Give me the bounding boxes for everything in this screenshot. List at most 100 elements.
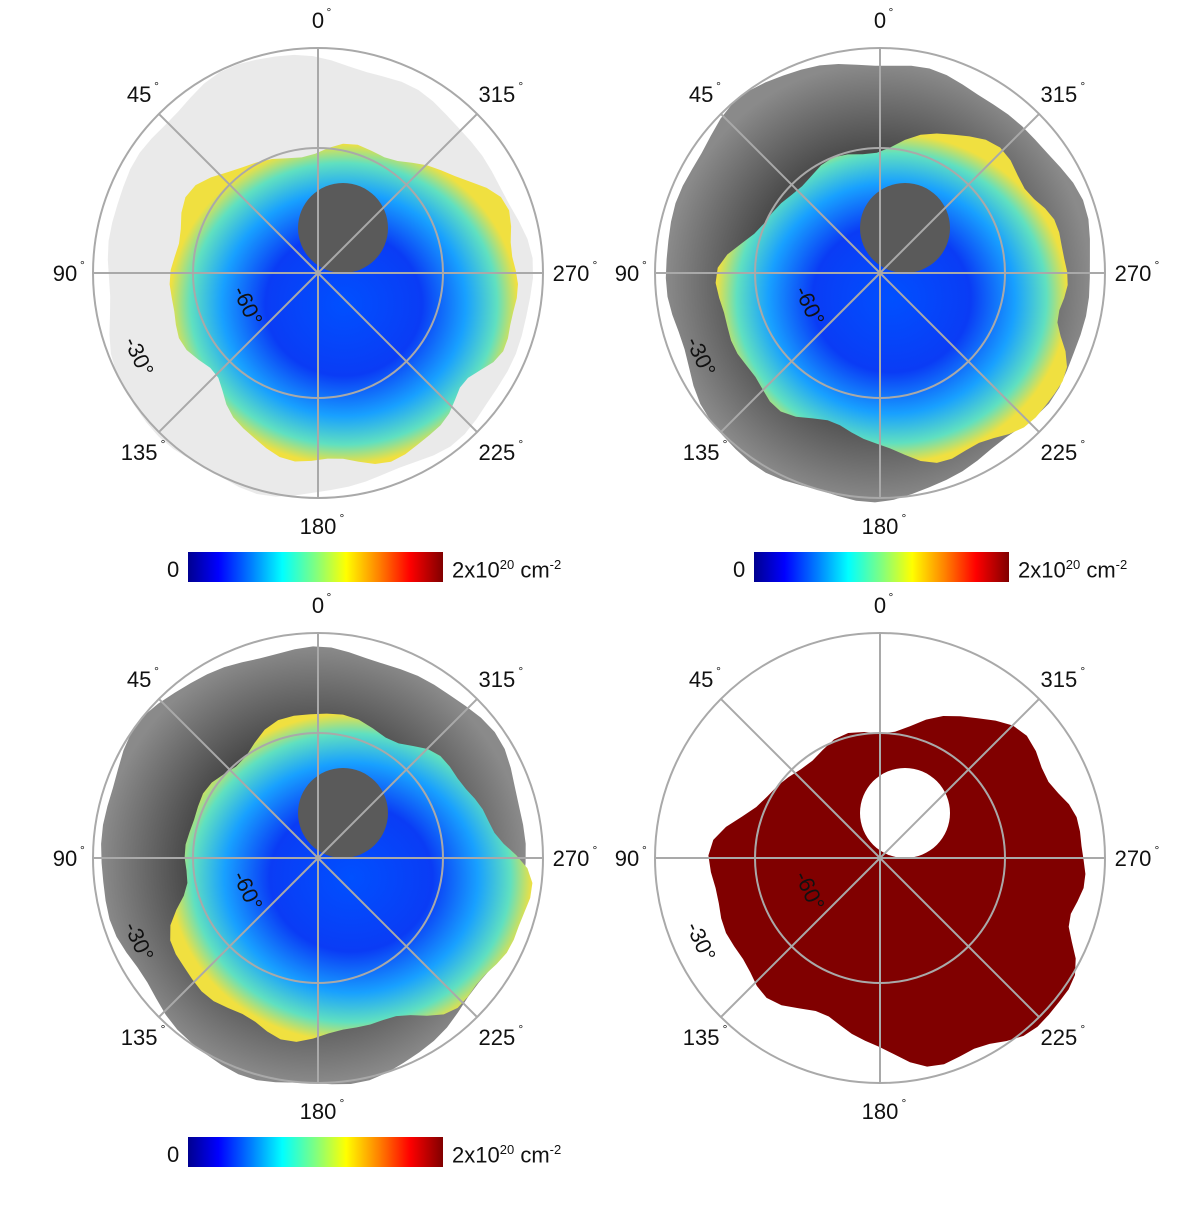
degree-mark: ° — [902, 1096, 907, 1110]
azimuth-label: 225 — [1041, 440, 1078, 465]
degree-mark: ° — [80, 258, 85, 272]
azimuth-label: 180 — [300, 514, 337, 539]
colorbar-max-label: 2x1020 cm-2 — [452, 1142, 562, 1168]
degree-mark: ° — [80, 843, 85, 857]
azimuth-label: 180 — [862, 514, 899, 539]
azimuth-label: 180 — [862, 1099, 899, 1124]
degree-mark: ° — [1080, 1022, 1085, 1036]
degree-mark: ° — [642, 258, 647, 272]
azimuth-label: 135 — [683, 1025, 720, 1050]
meridian-line — [317, 272, 478, 433]
degree-mark: ° — [327, 590, 332, 604]
azimuth-label: 45 — [689, 667, 713, 692]
meridian-line — [317, 698, 478, 859]
degree-mark: ° — [518, 437, 523, 451]
polar-panel-top-right: 0 °315 °270 °225 °180 °135 °90 °45 °-60°-30° — [615, 5, 1160, 539]
azimuth-label: 90 — [615, 261, 639, 286]
azimuth-label: 270 — [553, 261, 590, 286]
azimuth-label: 0 — [874, 8, 886, 33]
degree-mark: ° — [889, 5, 894, 19]
colorbar-min-label: 0 — [733, 557, 746, 582]
degree-mark: ° — [518, 1022, 523, 1036]
degree-mark: ° — [1155, 258, 1160, 272]
degree-mark: ° — [161, 437, 166, 451]
mask-hole — [860, 768, 950, 858]
azimuth-label: 225 — [479, 1025, 516, 1050]
azimuth-label: 225 — [1041, 1025, 1078, 1050]
degree-mark: ° — [340, 1096, 345, 1110]
column-density-region — [170, 713, 533, 1042]
degree-mark: ° — [716, 664, 721, 678]
central-hole — [298, 183, 388, 273]
meridian-line — [158, 272, 319, 433]
colorbar-min-label: 0 — [167, 1142, 180, 1167]
degree-mark: ° — [723, 437, 728, 451]
latitude-label: -30° — [681, 918, 721, 965]
azimuth-label: 135 — [683, 440, 720, 465]
azimuth-label: 135 — [121, 1025, 158, 1050]
meridian-line — [879, 113, 1040, 274]
degree-mark: ° — [154, 79, 159, 93]
degree-mark: ° — [642, 843, 647, 857]
azimuth-label: 270 — [553, 846, 590, 871]
azimuth-label: 270 — [1115, 846, 1152, 871]
column-density-region — [715, 133, 1068, 463]
azimuth-label: 90 — [615, 846, 639, 871]
degree-mark: ° — [1080, 79, 1085, 93]
meridian-line — [879, 857, 1040, 1018]
azimuth-label: 180 — [300, 1099, 337, 1124]
azimuth-label: 315 — [1041, 82, 1078, 107]
meridian-line — [317, 857, 478, 1018]
azimuth-label: 270 — [1115, 261, 1152, 286]
degree-mark: ° — [716, 79, 721, 93]
azimuth-label: 45 — [127, 82, 151, 107]
colorbar-max-label: 2x1020 cm-2 — [1018, 557, 1128, 583]
colorbar-gradient — [754, 552, 1009, 582]
colorbar-gradient — [188, 552, 443, 582]
central-hole — [860, 183, 950, 273]
degree-mark: ° — [1080, 437, 1085, 451]
azimuth-label: 315 — [1041, 667, 1078, 692]
degree-mark: ° — [593, 258, 598, 272]
meridian-line — [158, 857, 319, 1018]
azimuth-label: 315 — [479, 82, 516, 107]
meridian-line — [879, 698, 1040, 859]
polar-panel-top-left: 0 °315 °270 °225 °180 °135 °90 °45 °-60°-30° — [53, 5, 598, 539]
degree-mark: ° — [518, 79, 523, 93]
degree-mark: ° — [154, 664, 159, 678]
meridian-line — [720, 698, 881, 859]
meridian-line — [879, 272, 1040, 433]
azimuth-label: 135 — [121, 440, 158, 465]
central-hole — [298, 768, 388, 858]
degree-mark: ° — [1080, 664, 1085, 678]
polar-panel-bottom-right: 0 °315 °270 °225 °180 °135 °90 °45 °-60°-30° — [615, 590, 1160, 1124]
azimuth-label: 90 — [53, 846, 77, 871]
degree-mark: ° — [723, 1022, 728, 1036]
meridian-line — [720, 113, 881, 274]
azimuth-label: 45 — [127, 667, 151, 692]
degree-mark: ° — [161, 1022, 166, 1036]
degree-mark: ° — [889, 590, 894, 604]
mask-region — [708, 716, 1086, 1067]
degree-mark: ° — [340, 511, 345, 525]
azimuth-label: 225 — [479, 440, 516, 465]
meridian-line — [720, 857, 881, 1018]
azimuth-label: 315 — [479, 667, 516, 692]
degree-mark: ° — [1155, 843, 1160, 857]
azimuth-label: 45 — [689, 82, 713, 107]
colorbar-gradient — [188, 1137, 443, 1167]
azimuth-label: 0 — [874, 593, 886, 618]
degree-mark: ° — [518, 664, 523, 678]
meridian-line — [317, 113, 478, 274]
colorbar-min-label: 0 — [167, 557, 180, 582]
degree-mark: ° — [593, 843, 598, 857]
azimuth-label: 0 — [312, 593, 324, 618]
azimuth-label: 90 — [53, 261, 77, 286]
colorbar-max-label: 2x1020 cm-2 — [452, 557, 562, 583]
polar-panel-bottom-left: 0 °315 °270 °225 °180 °135 °90 °45 °-60°-30° — [53, 590, 598, 1124]
column-density-region — [169, 143, 518, 464]
degree-mark: ° — [327, 5, 332, 19]
degree-mark: ° — [902, 511, 907, 525]
meridian-line — [720, 272, 881, 433]
